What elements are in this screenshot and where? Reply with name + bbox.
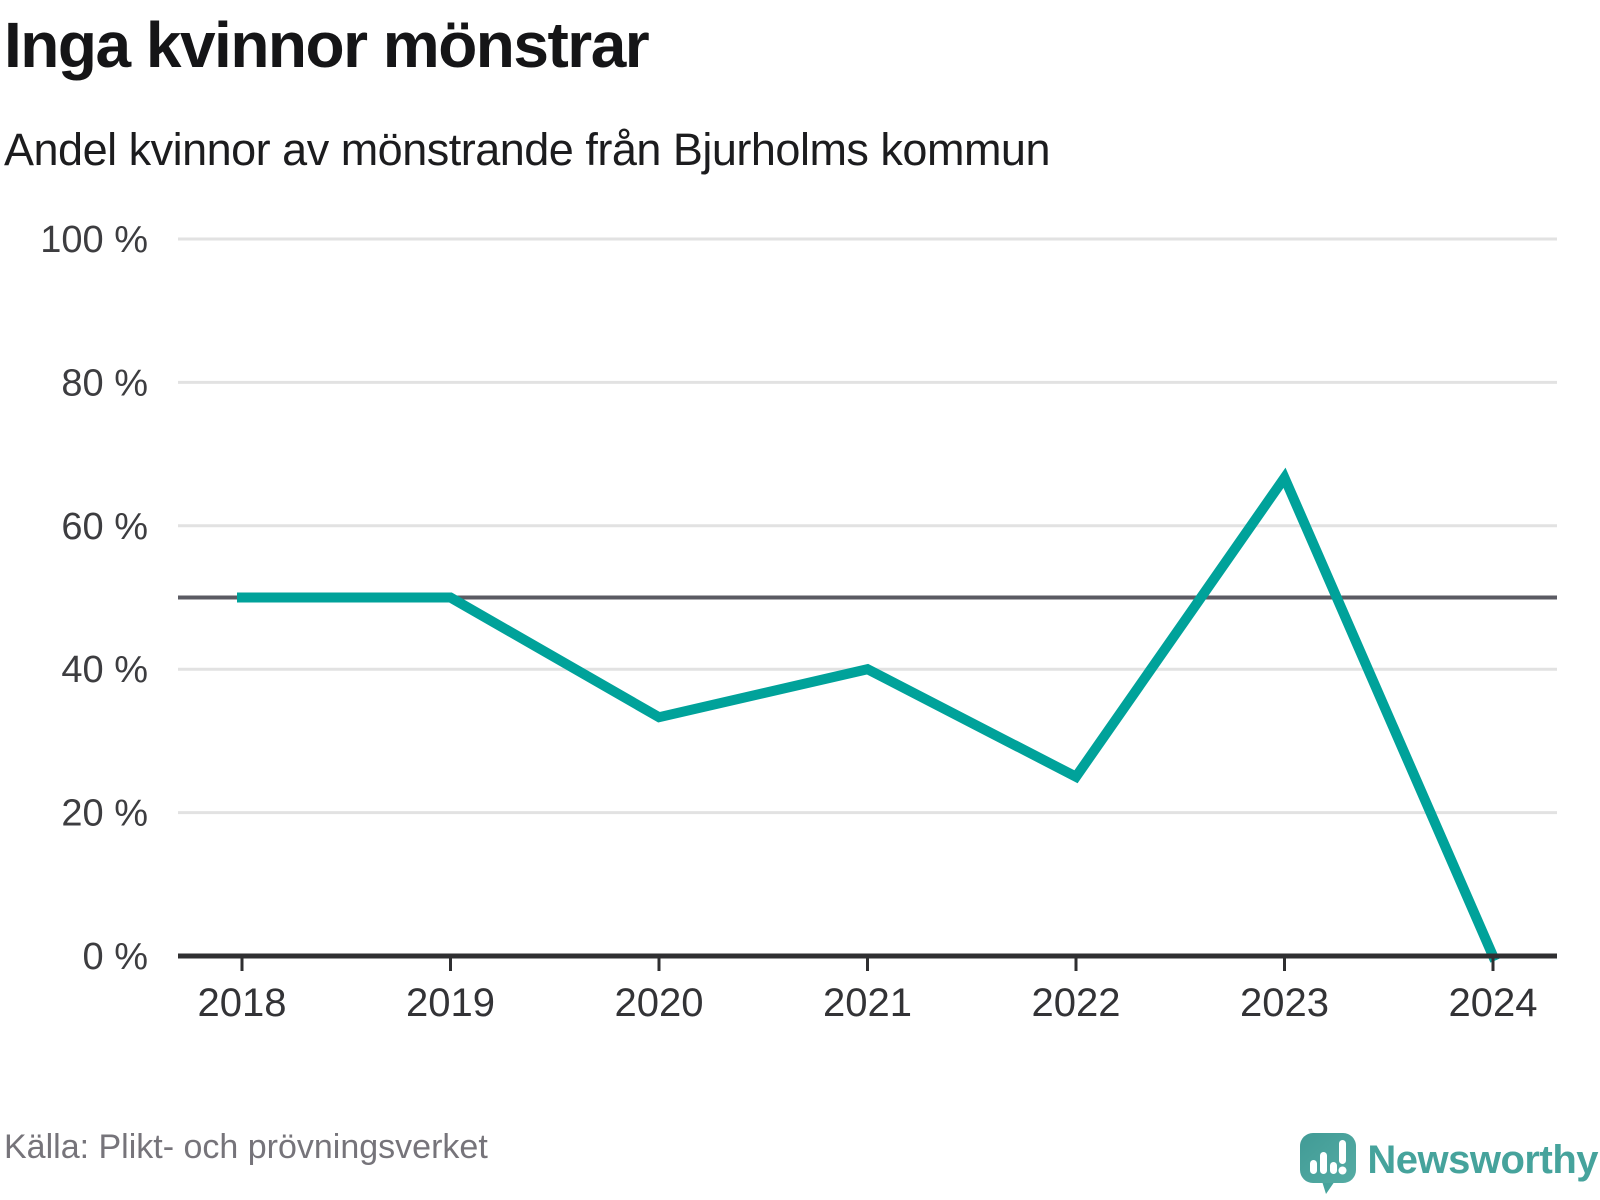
- bar-chart-bar-3: [1330, 1162, 1338, 1174]
- chart-subtitle: Andel kvinnor av mönstrande från Bjurhol…: [4, 124, 1051, 175]
- y-tick-label: 40 %: [61, 649, 148, 691]
- exclamation-bar: [1339, 1140, 1347, 1164]
- y-tick-label: 20 %: [61, 793, 148, 835]
- bubble-body: [1300, 1133, 1357, 1183]
- y-tick-label: 0 %: [83, 936, 148, 978]
- x-tick-label: 2022: [1032, 981, 1121, 1025]
- chart-title: Inga kvinnor mönstrar: [4, 9, 650, 81]
- x-tick-label: 2021: [823, 981, 912, 1025]
- y-tick-label: 100 %: [40, 219, 148, 261]
- bar-chart-bar-1: [1310, 1160, 1318, 1174]
- newsworthy-logo: Newsworthy: [1299, 1132, 1598, 1194]
- y-tick-label: 60 %: [61, 506, 148, 548]
- newsworthy-speech-bubble-icon: [1300, 1133, 1357, 1194]
- newsworthy-wordmark: Newsworthy: [1367, 1137, 1598, 1182]
- exclamation-dot: [1338, 1166, 1347, 1175]
- data-line: [237, 467, 1500, 963]
- x-tick-label: 2024: [1449, 981, 1538, 1025]
- x-tick-label: 2019: [406, 981, 495, 1025]
- x-tick-label: 2023: [1240, 981, 1329, 1025]
- x-tick-label: 2018: [198, 981, 287, 1025]
- bar-chart-bar-2: [1320, 1152, 1328, 1174]
- source-note: Källa: Plikt- och prövningsverket: [4, 1128, 488, 1166]
- y-tick-label: 80 %: [61, 362, 148, 404]
- x-tick-label: 2020: [615, 981, 704, 1025]
